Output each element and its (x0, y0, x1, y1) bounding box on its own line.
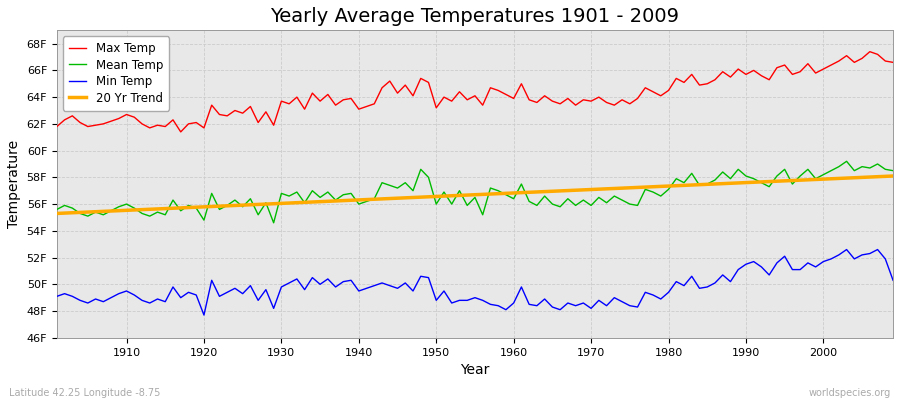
Title: Yearly Average Temperatures 1901 - 2009: Yearly Average Temperatures 1901 - 2009 (271, 7, 680, 26)
Mean Temp (113, 204, 124, 209)
Legend: Max Temp, Mean Temp, Min Temp, 20 Yr Trend: Max Temp, Mean Temp, Min Temp, 20 Yr Tre… (63, 36, 169, 111)
Mean Temp (887, 168, 898, 173)
Min Temp (609, 295, 620, 300)
Max Temp (864, 49, 875, 54)
Mean Temp (268, 220, 279, 225)
Mean Temp (609, 194, 620, 198)
Min Temp (51, 294, 62, 299)
Line: Max Temp: Max Temp (57, 52, 893, 132)
Text: worldspecies.org: worldspecies.org (809, 388, 891, 398)
Y-axis label: Temperature: Temperature (7, 140, 21, 228)
Min Temp (508, 301, 519, 306)
Max Temp (516, 81, 526, 86)
Mean Temp (842, 159, 852, 164)
Max Temp (113, 116, 124, 121)
Min Temp (887, 278, 898, 283)
Line: Min Temp: Min Temp (57, 250, 893, 315)
Max Temp (292, 95, 302, 100)
Mean Temp (292, 190, 302, 194)
Max Temp (176, 130, 186, 134)
Mean Temp (51, 207, 62, 212)
Max Temp (609, 103, 620, 108)
Min Temp (338, 279, 348, 284)
Min Temp (199, 313, 210, 318)
X-axis label: Year: Year (460, 363, 490, 377)
Max Temp (887, 60, 898, 65)
Mean Temp (338, 192, 348, 197)
Line: Mean Temp: Mean Temp (57, 161, 893, 223)
Mean Temp (516, 182, 526, 186)
Min Temp (292, 276, 302, 281)
Text: Latitude 42.25 Longitude -8.75: Latitude 42.25 Longitude -8.75 (9, 388, 160, 398)
Mean Temp (508, 196, 519, 201)
Min Temp (842, 247, 852, 252)
Max Temp (51, 124, 62, 129)
Min Temp (113, 291, 124, 296)
Max Temp (508, 96, 519, 101)
Max Temp (338, 97, 348, 102)
Min Temp (516, 284, 526, 289)
